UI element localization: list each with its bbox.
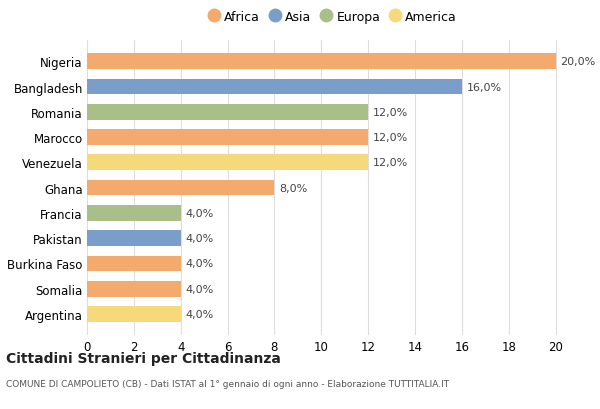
Bar: [87, 54, 556, 70]
Text: 12,0%: 12,0%: [373, 108, 408, 117]
Bar: [87, 79, 462, 95]
Text: 4,0%: 4,0%: [185, 284, 214, 294]
Text: 12,0%: 12,0%: [373, 158, 408, 168]
Bar: [87, 281, 181, 297]
Text: 16,0%: 16,0%: [467, 82, 502, 92]
Text: 4,0%: 4,0%: [185, 309, 214, 319]
Bar: [87, 231, 181, 246]
Text: 20,0%: 20,0%: [560, 57, 596, 67]
Bar: [87, 130, 368, 146]
Legend: Africa, Asia, Europa, America: Africa, Asia, Europa, America: [204, 6, 462, 29]
Bar: [87, 306, 181, 322]
Text: COMUNE DI CAMPOLIETO (CB) - Dati ISTAT al 1° gennaio di ogni anno - Elaborazione: COMUNE DI CAMPOLIETO (CB) - Dati ISTAT a…: [6, 380, 449, 389]
Text: 8,0%: 8,0%: [279, 183, 307, 193]
Bar: [87, 105, 368, 120]
Text: 4,0%: 4,0%: [185, 234, 214, 243]
Bar: [87, 155, 368, 171]
Text: Cittadini Stranieri per Cittadinanza: Cittadini Stranieri per Cittadinanza: [6, 351, 281, 365]
Text: 4,0%: 4,0%: [185, 259, 214, 269]
Bar: [87, 206, 181, 221]
Text: 12,0%: 12,0%: [373, 133, 408, 143]
Text: 4,0%: 4,0%: [185, 208, 214, 218]
Bar: [87, 180, 274, 196]
Bar: [87, 256, 181, 272]
